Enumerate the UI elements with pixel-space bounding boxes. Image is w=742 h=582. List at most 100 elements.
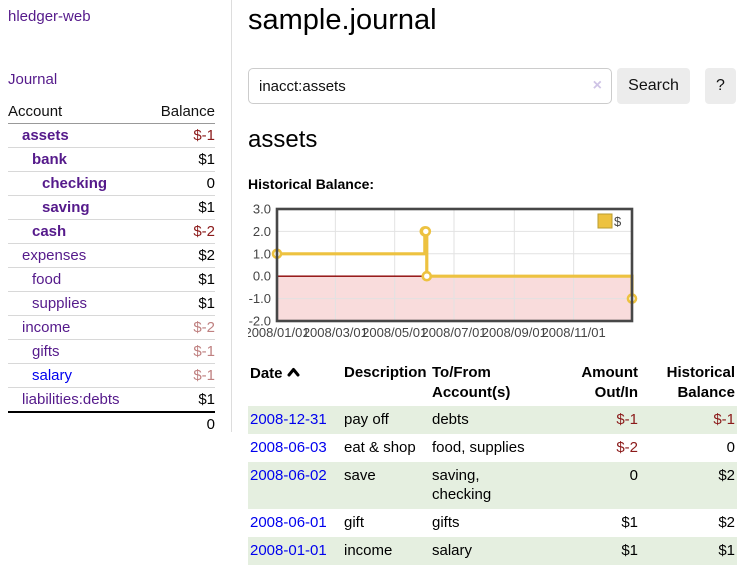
account-link-gifts[interactable]: gifts: [32, 343, 60, 360]
transaction-date-link[interactable]: 2008-12-31: [250, 411, 327, 428]
search-box: ×: [248, 68, 612, 104]
register-header-date[interactable]: Date: [248, 360, 342, 406]
account-balance: $-1: [148, 339, 215, 364]
account-row: saving $1: [8, 195, 215, 220]
sidebar-item-journal[interactable]: Journal: [8, 71, 58, 88]
register-header-description: Description: [344, 364, 427, 381]
transaction-accounts: debts: [430, 406, 530, 434]
account-row: income $-2: [8, 315, 215, 340]
balance-line1: Historical: [666, 364, 735, 381]
account-balance: $1: [148, 387, 215, 412]
transaction-date-link[interactable]: 2008-06-01: [250, 514, 327, 531]
svg-text:2008/11/01: 2008/11/01: [542, 325, 606, 340]
accounts-header-account: Account: [8, 100, 148, 124]
account-link-salary[interactable]: salary: [32, 367, 73, 384]
transaction-accounts: food, supplies: [432, 439, 525, 456]
account-balance: $-1: [148, 363, 215, 388]
account-link-saving[interactable]: saving: [42, 199, 90, 216]
register-header-balance: Historical Balance: [640, 360, 737, 406]
account-row: cash $-2: [8, 219, 215, 244]
account-link-income[interactable]: income: [22, 319, 71, 336]
transaction-amount: $-1: [530, 406, 640, 434]
register-row: 2008-12-31 pay off debts $-1 $-1: [248, 406, 737, 434]
clear-search-icon[interactable]: ×: [592, 77, 602, 94]
account-balance: $1: [148, 147, 215, 172]
svg-text:2008/05/01: 2008/05/01: [362, 325, 427, 340]
chart-container: 3.0 2.0 1.0 0.0 -1.0 -2.0 2008/01/01 2008/03/01…: [244, 202, 737, 342]
account-link-bank[interactable]: bank: [32, 151, 68, 168]
account-row: food $1: [8, 267, 215, 292]
account-balance: $2: [148, 243, 215, 268]
account-balance: $-2: [148, 219, 215, 244]
transaction-balance: $2: [718, 514, 735, 531]
account-link-assets[interactable]: assets: [22, 127, 69, 144]
account-balance: 0: [148, 171, 215, 196]
accounts-header-balance: Balance: [148, 100, 215, 124]
amount-line1: Amount: [581, 364, 638, 381]
register-header-amount: Amount Out/In: [530, 360, 640, 406]
account-balance: $-1: [148, 123, 215, 148]
search-row: × Search ?: [248, 68, 737, 104]
account-row: liabilities:debts $1: [8, 387, 215, 412]
register-header-row: Date Description To/From Account(s) Amoun…: [248, 360, 737, 406]
date-header-label: Date: [250, 365, 283, 382]
transaction-date-link[interactable]: 2008-06-02: [250, 467, 327, 484]
accounts-total-row: 0: [8, 411, 215, 436]
transaction-date-link[interactable]: 2008-06-03: [250, 439, 327, 456]
search-input[interactable]: [259, 69, 584, 103]
svg-text:2008/09/01: 2008/09/01: [482, 325, 547, 340]
account-row: salary $-1: [8, 363, 215, 388]
app-title-link[interactable]: hledger-web: [8, 8, 91, 25]
transaction-accounts: gifts: [432, 514, 460, 531]
transaction-balance: $1: [640, 537, 737, 565]
tofrom-line2: Account(s): [432, 384, 511, 401]
account-link-checking[interactable]: checking: [42, 175, 108, 192]
svg-text:0.0: 0.0: [253, 269, 271, 284]
account-row: assets $-1: [8, 123, 215, 148]
account-link-cash[interactable]: cash: [32, 223, 67, 240]
svg-text:2.0: 2.0: [253, 224, 271, 239]
accounts-table: Account Balance assets $-1 bank $1 check…: [8, 100, 215, 436]
account-link-liabilities-debts[interactable]: liabilities:debts: [22, 391, 120, 408]
chart-label: Historical Balance:: [248, 176, 375, 192]
transaction-balance: 0: [726, 439, 735, 456]
account-page-title: assets: [248, 126, 318, 153]
transaction-balance: $-1: [640, 406, 737, 434]
account-row: gifts $-1: [8, 339, 215, 364]
register-row: 2008-01-01 income salary $1 $1: [248, 537, 737, 565]
account-balance: $1: [148, 267, 215, 292]
account-link-expenses[interactable]: expenses: [22, 247, 87, 264]
transaction-amount: $1: [530, 537, 640, 565]
account-row: checking 0: [8, 171, 215, 196]
svg-text:3.0: 3.0: [253, 202, 271, 217]
svg-text:1.0: 1.0: [253, 246, 271, 261]
transaction-amount: $-2: [616, 439, 638, 456]
register-row: 2008-06-01 gift gifts $1 $2: [248, 509, 737, 537]
account-balance: $1: [148, 195, 215, 220]
search-button[interactable]: Search: [617, 68, 690, 104]
account-row: expenses $2: [8, 243, 215, 268]
balance-line2: Balance: [677, 384, 735, 401]
transaction-description: eat & shop: [344, 439, 416, 456]
svg-text:2008/03/01: 2008/03/01: [303, 325, 368, 340]
account-link-food[interactable]: food: [32, 271, 62, 288]
page-title: sample.journal: [248, 4, 437, 36]
transaction-description: income: [342, 537, 430, 565]
transaction-amount: 0: [530, 462, 640, 509]
transaction-accounts: salary: [430, 537, 530, 565]
transaction-date-link[interactable]: 2008-01-01: [250, 542, 327, 559]
transaction-balance: $2: [640, 462, 737, 509]
transaction-accounts: saving, checking: [430, 462, 530, 509]
tofrom-line1: To/From: [432, 364, 491, 381]
svg-text:2008/07/01: 2008/07/01: [421, 325, 486, 340]
transaction-description: gift: [344, 514, 365, 531]
account-balance: $-2: [148, 315, 215, 340]
historical-balance-chart: 3.0 2.0 1.0 0.0 -1.0 -2.02008/01/012008/03/01…: [244, 202, 638, 340]
transaction-description: save: [342, 462, 430, 509]
account-link-supplies[interactable]: supplies: [32, 295, 88, 312]
svg-text:-1.0: -1.0: [249, 291, 271, 306]
register-table: Date Description To/From Account(s) Amoun…: [248, 360, 737, 565]
account-row: supplies $1: [8, 291, 215, 316]
transaction-amount: $1: [621, 514, 638, 531]
help-button[interactable]: ?: [705, 68, 736, 104]
